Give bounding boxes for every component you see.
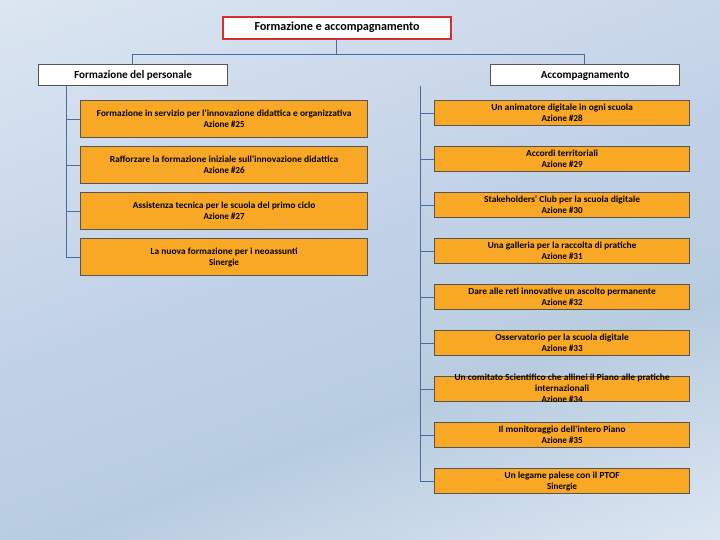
left-header-text: Formazione del personale [74,69,192,82]
right-item-subtitle: Azione #28 [541,114,582,124]
left-item-title: La nuova formazione per i neoassunti [150,246,297,257]
conn-v-left [132,54,133,64]
right-item-subtitle: Azione #29 [541,160,582,170]
right-item-subtitle: Sinergie [547,482,577,492]
org-chart: Formazione e accompagnamento Formazione … [0,0,720,540]
right-branch-header: Accompagnamento [490,64,680,86]
left-item-title: Rafforzare la formazione iniziale sull'i… [110,154,339,165]
right-item-subtitle: Azione #34 [541,395,582,405]
right-stub [420,251,434,252]
left-item-title: Formazione in servizio per l'innovazione… [97,108,352,119]
right-stub [420,113,434,114]
left-item: Formazione in servizio per l'innovazione… [80,100,368,138]
left-stub [66,165,80,166]
right-item-title: Una galleria per la raccolta di pratiche [488,240,637,251]
right-item-title: Stakeholders' Club per la scuola digital… [484,194,640,205]
right-item: Osservatorio per la scuola digitaleAzion… [434,330,690,356]
right-stub [420,435,434,436]
left-item: Assistenza tecnica per le scuola del pri… [80,192,368,230]
left-item: Rafforzare la formazione iniziale sull'i… [80,146,368,184]
right-item: Dare alle reti innovative un ascolto per… [434,284,690,310]
right-item-subtitle: Azione #31 [541,252,582,262]
right-stub [420,389,434,390]
root-node: Formazione e accompagnamento [222,16,452,40]
right-spine [420,86,421,481]
right-item: Un comitato Scientifico che allinei il P… [434,376,690,402]
left-item-subtitle: Sinergie [209,258,239,268]
root-title: Formazione e accompagnamento [254,21,419,35]
right-item-title: Un animatore digitale in ogni scuola [491,102,633,113]
right-stub [420,481,434,482]
left-item: La nuova formazione per i neoassuntiSine… [80,238,368,276]
right-item-title: Un comitato Scientifico che allinei il P… [439,372,685,394]
left-stub [66,119,80,120]
right-item-subtitle: Azione #35 [541,436,582,446]
right-item: Un legame palese con il PTOFSinergie [434,468,690,494]
right-item: Un animatore digitale in ogni scuolaAzio… [434,100,690,126]
right-stub [420,159,434,160]
left-item-subtitle: Azione #25 [203,120,244,130]
right-item: Accordi territorialiAzione #29 [434,146,690,172]
right-item: Il monitoraggio dell'intero PianoAzione … [434,422,690,448]
conn-v-right [584,54,585,64]
right-item-subtitle: Azione #30 [541,206,582,216]
right-stub [420,205,434,206]
right-item-title: Un legame palese con il PTOF [504,470,619,481]
left-item-subtitle: Azione #27 [203,212,244,222]
right-item-subtitle: Azione #33 [541,344,582,354]
left-item-title: Assistenza tecnica per le scuola del pri… [133,200,316,211]
right-item-subtitle: Azione #32 [541,298,582,308]
right-stub [420,297,434,298]
right-item: Una galleria per la raccolta di pratiche… [434,238,690,264]
left-item-subtitle: Azione #26 [203,166,244,176]
conn-v-top [336,40,337,54]
conn-h-split [132,54,585,55]
right-item-title: Il monitoraggio dell'intero Piano [499,424,626,435]
right-item-title: Osservatorio per la scuola digitale [495,332,628,343]
left-stub [66,257,80,258]
right-item: Stakeholders' Club per la scuola digital… [434,192,690,218]
right-stub [420,343,434,344]
right-item-title: Accordi territoriali [526,148,598,159]
right-header-text: Accompagnamento [541,69,629,82]
left-spine [66,86,67,257]
left-stub [66,211,80,212]
left-branch-header: Formazione del personale [38,64,228,86]
right-item-title: Dare alle reti innovative un ascolto per… [468,286,656,297]
